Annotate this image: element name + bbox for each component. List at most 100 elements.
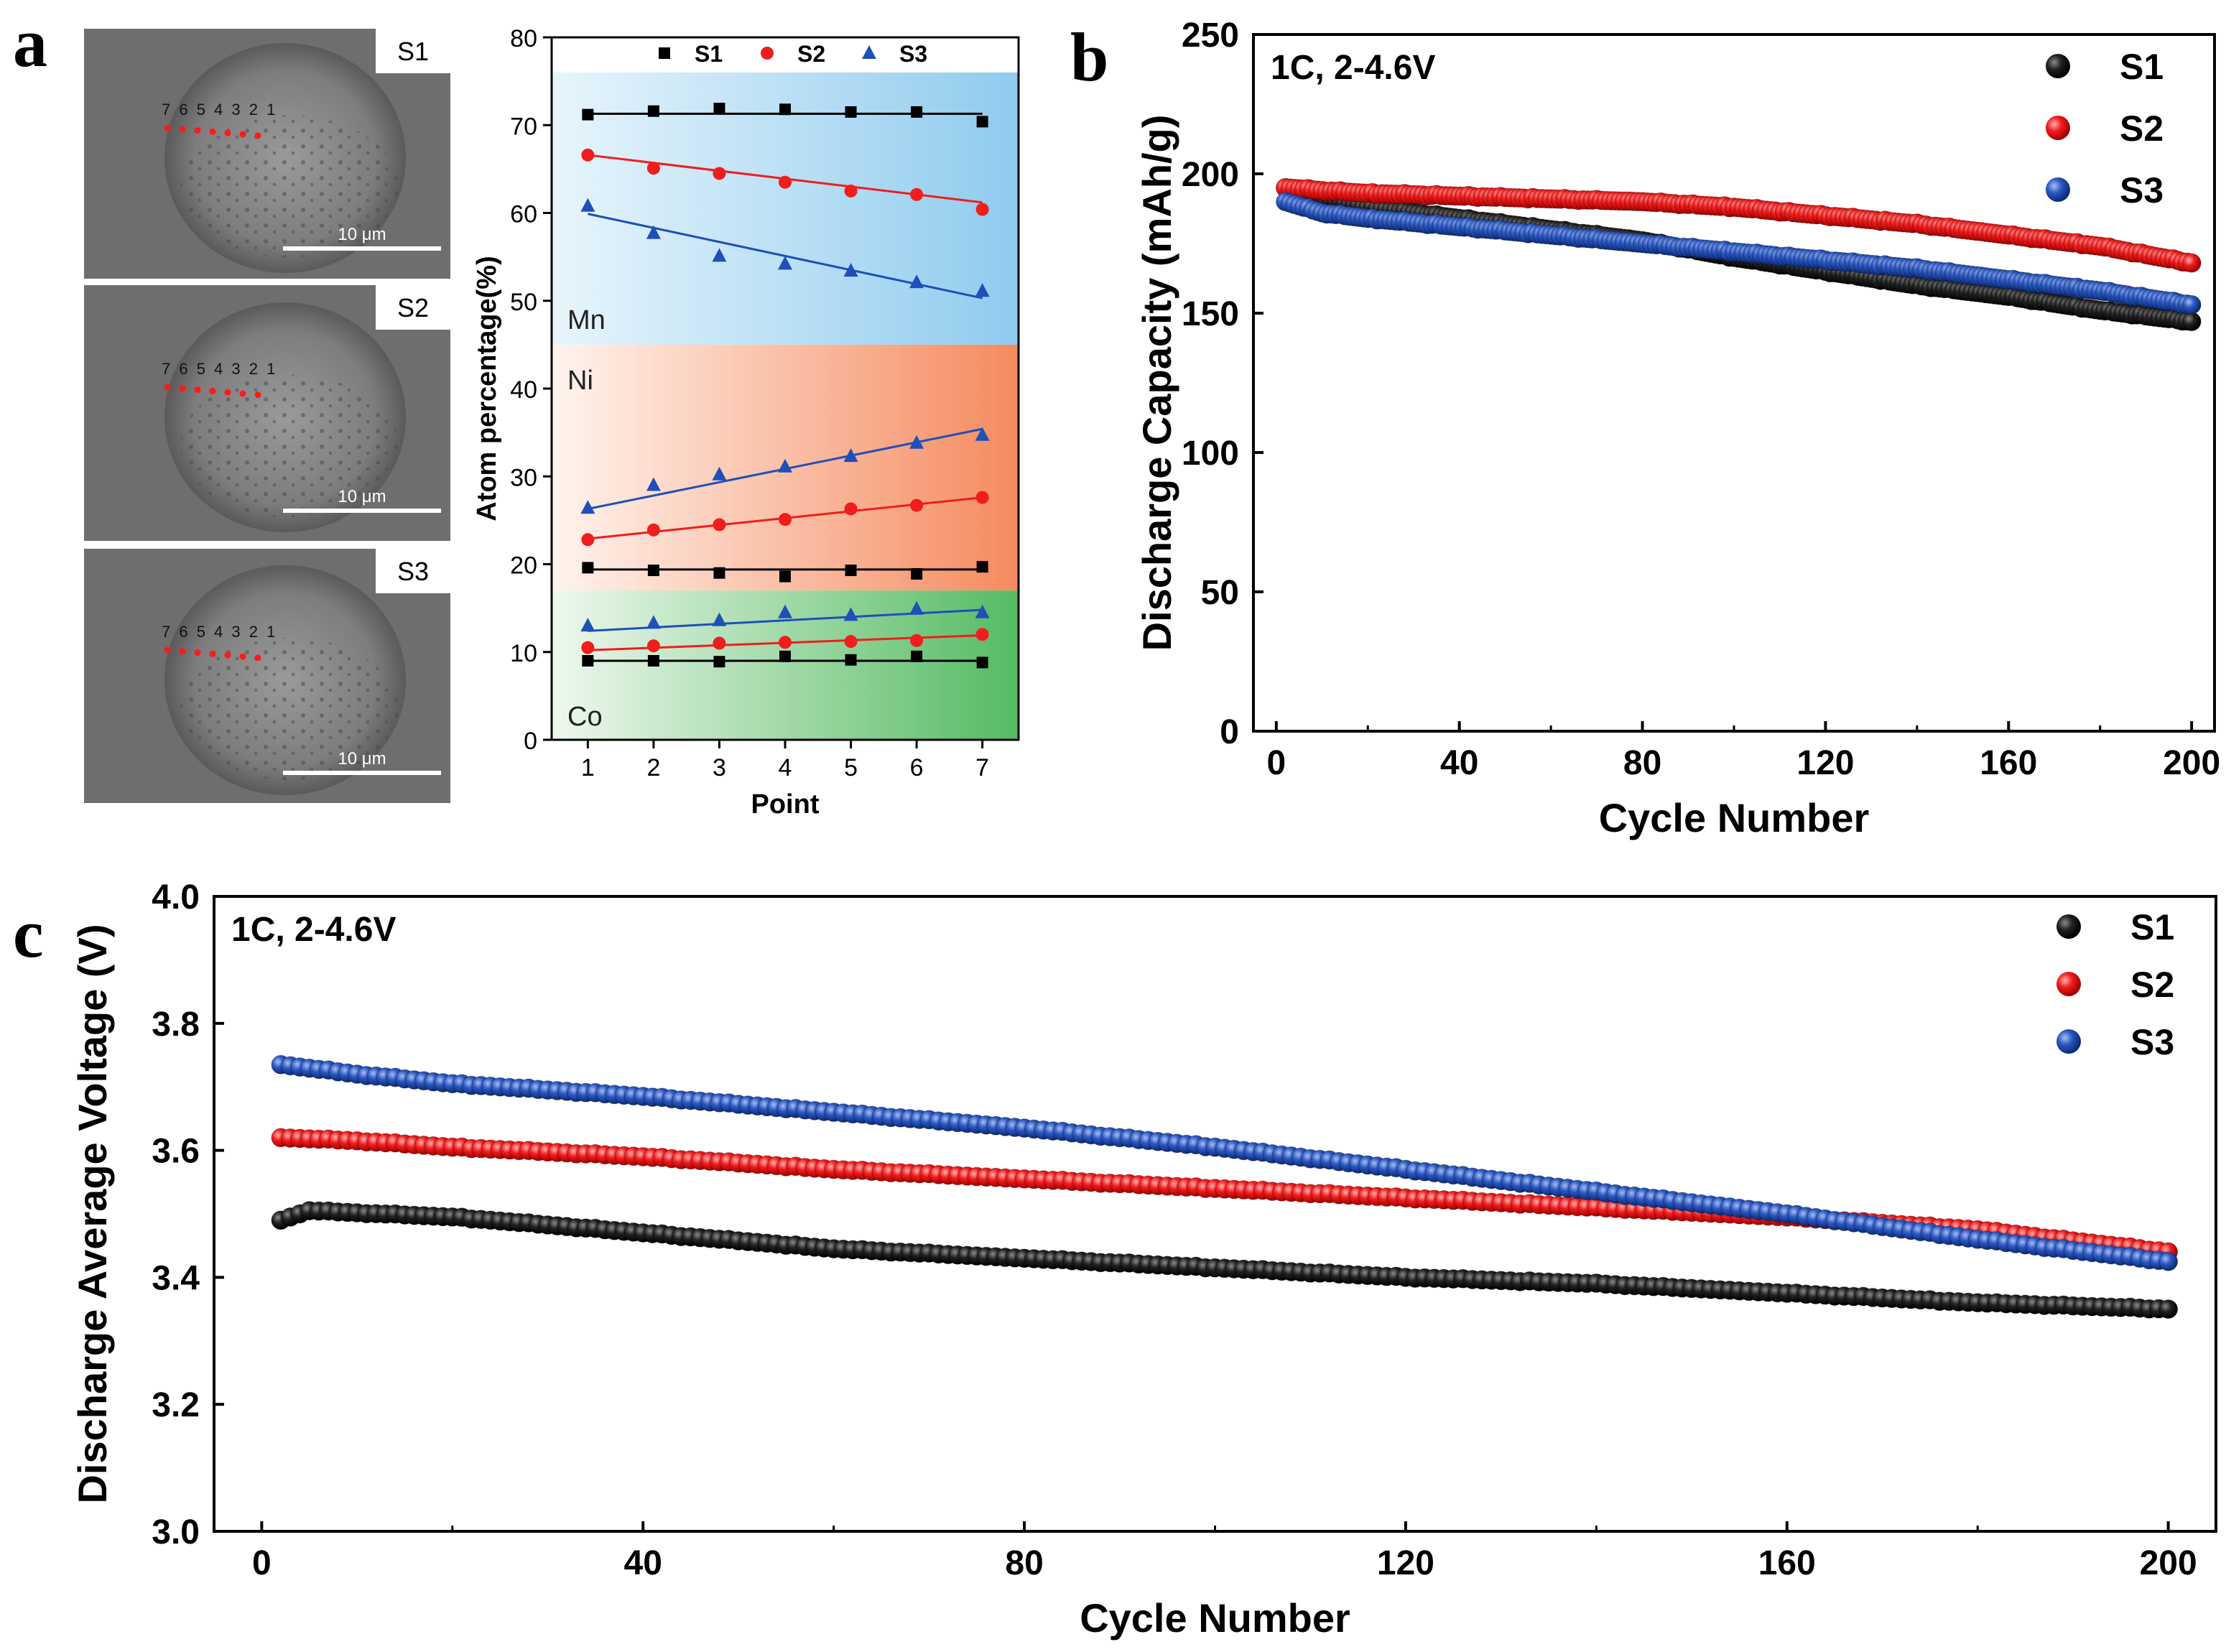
legend-label: S1	[695, 41, 723, 67]
point-numbers: 7 6 5 4 3 2 1	[162, 623, 277, 641]
x-tick-label: 1	[581, 754, 595, 781]
data-point	[713, 518, 726, 532]
x-tick-label: 5	[844, 754, 858, 781]
measurement-point	[209, 650, 216, 657]
measurement-point	[224, 651, 231, 659]
panel-label-c: c	[13, 895, 44, 972]
y-tick-label: 0	[524, 728, 537, 755]
data-point	[779, 103, 791, 116]
legend-label: S2	[2130, 965, 2174, 1005]
legend-marker	[2056, 1029, 2081, 1054]
data-point	[2181, 253, 2202, 273]
x-tick-label: 80	[1623, 744, 1661, 782]
data-point	[2181, 312, 2202, 332]
measurement-point	[254, 654, 261, 662]
data-point	[910, 187, 924, 201]
y-tick-label: 100	[1182, 435, 1239, 473]
y-tick-label: 3.4	[152, 1259, 200, 1297]
legend-marker	[2046, 177, 2070, 202]
data-point	[646, 225, 661, 239]
data-point	[761, 47, 774, 60]
measurement-point	[209, 128, 216, 135]
y-tick-label: 50	[510, 289, 537, 316]
measurement-point	[179, 385, 186, 392]
data-point	[844, 635, 858, 649]
series-s2	[1276, 177, 2202, 273]
data-point	[647, 105, 659, 117]
y-tick-label: 30	[510, 464, 537, 491]
panel-label-a: a	[13, 4, 47, 81]
x-tick-label: 0	[252, 1544, 272, 1582]
data-point	[712, 466, 727, 481]
measurement-point	[209, 387, 216, 394]
series-s1	[271, 1201, 2179, 1319]
data-point	[975, 628, 989, 641]
data-point	[976, 116, 988, 128]
particle-pores	[180, 115, 399, 259]
plot-frame	[1252, 33, 2216, 733]
scale-bar-label: 10 μm	[338, 487, 386, 506]
legend-marker	[2056, 914, 2081, 939]
data-point	[910, 634, 924, 647]
x-tick-label: 7	[975, 754, 989, 781]
panel-label-b: b	[1070, 19, 1108, 96]
measurement-point	[239, 653, 246, 660]
x-tick-label: 200	[2140, 1544, 2197, 1582]
data-point	[778, 604, 792, 618]
y-tick-label: 0	[1220, 713, 1239, 751]
data-point	[779, 175, 792, 189]
region-mn	[552, 72, 1019, 345]
y-tick-label: 50	[1201, 574, 1239, 612]
data-point	[646, 639, 660, 653]
data-point	[845, 565, 857, 577]
x-tick-label: 40	[1440, 744, 1478, 782]
x-tick-label: 120	[1796, 744, 1854, 782]
sample-label-box	[376, 549, 450, 593]
data-point	[646, 162, 660, 175]
y-tick-label: 3.0	[152, 1513, 200, 1551]
y-tick-label: 10	[510, 640, 537, 667]
data-point	[581, 533, 595, 547]
data-point	[909, 435, 924, 449]
legend-label: S3	[2120, 170, 2164, 210]
y-tick-label: 70	[510, 113, 537, 140]
measurement-point	[224, 129, 231, 136]
x-tick-label: 40	[624, 1544, 662, 1582]
legend-marker	[2046, 116, 2070, 140]
legend-marker	[2056, 972, 2081, 996]
particle-pores	[180, 637, 399, 781]
data-point	[779, 636, 792, 649]
sem-image: S3 10 μm 7 6 5 4 3 2 1	[84, 549, 450, 803]
data-point	[975, 203, 989, 216]
y-tick-label: 150	[1182, 295, 1239, 333]
legend-label: S1	[2120, 47, 2164, 87]
y-axis-label: Discharge Average Voltage (V)	[70, 924, 115, 1503]
data-point	[862, 45, 876, 59]
data-point	[2158, 1251, 2179, 1271]
data-point	[844, 502, 858, 516]
measurement-point	[164, 124, 171, 131]
data-point	[580, 198, 595, 212]
data-point	[582, 654, 594, 667]
x-tick-label: 3	[713, 754, 726, 781]
data-point	[713, 656, 725, 668]
measurement-point	[164, 384, 171, 391]
data-point	[779, 570, 791, 583]
data-point	[911, 650, 923, 662]
data-point	[843, 448, 858, 463]
y-tick-label: 3.6	[152, 1133, 200, 1171]
data-point	[911, 106, 923, 118]
data-point	[580, 618, 595, 632]
data-point	[646, 523, 660, 537]
data-point	[2158, 1299, 2179, 1319]
sem-images: S1 10 μm 7 6 5 4 3 2 1 S2 10 μm 7 6 5 4 3 2 1…	[84, 29, 450, 803]
y-tick-label: 20	[510, 552, 537, 580]
measurement-point	[224, 389, 231, 396]
y-tick-label: 80	[510, 25, 537, 52]
sample-label: S1	[397, 37, 429, 66]
scale-bar-label: 10 μm	[338, 225, 386, 244]
data-point	[845, 654, 857, 666]
legend-label: S3	[899, 41, 927, 67]
x-axis-label: Point	[751, 789, 820, 820]
